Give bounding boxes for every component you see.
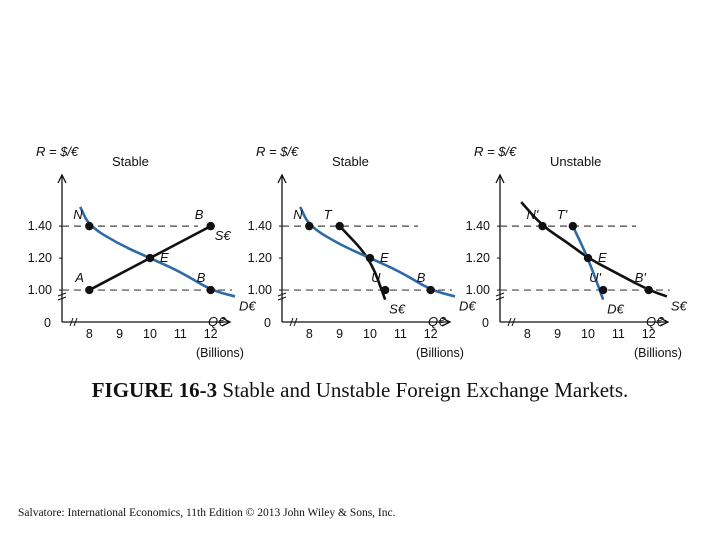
x-tick-label: 11: [612, 327, 625, 341]
chart-panel-3: R = $/€ Unstable (Billions) Q€ 0 8 9 10 11 12 1.40…: [466, 144, 688, 360]
point-label: U': [589, 270, 601, 285]
point-label: B: [197, 270, 206, 285]
point-label: N: [293, 207, 303, 222]
point-n: [85, 221, 94, 231]
chart-panel-2: R = $/€ Stable (Billions) Q€ 0 8 9 10 11 12 1.40 1.…: [248, 144, 477, 360]
point-a: [85, 285, 94, 295]
point-b: [206, 285, 215, 295]
curve-label-demand: D€: [607, 302, 624, 317]
y-axis-break: [495, 292, 505, 301]
origin-label: 0: [482, 316, 489, 330]
y-axis-break: [57, 292, 67, 301]
point-u: [380, 285, 390, 295]
x-tick-label: 10: [143, 327, 157, 341]
point-label: U: [371, 270, 381, 285]
curve-label-demand: D€: [239, 298, 256, 313]
point-e: [145, 253, 155, 263]
x-axis-title: (Billions): [634, 346, 682, 360]
point-n: [305, 221, 314, 231]
credit-line: Salvatore: International Economics, 11th…: [18, 507, 396, 519]
x-axis-title: (Billions): [416, 346, 464, 360]
point-label: T: [324, 207, 333, 222]
x-tick-label: 8: [306, 327, 313, 341]
y-tick-label: 1.40: [466, 219, 490, 233]
x-axis-title: (Billions): [196, 346, 244, 360]
x-tick-label: 8: [86, 327, 93, 341]
chart-panel-1: R = $/€ Stable (Billions) Q€ 0 8 9 10 11 12 1.40 1.…: [28, 144, 257, 360]
caption-text: Stable and Unstable Foreign Exchange Mar…: [222, 378, 629, 402]
y-axis-arrow: [495, 173, 505, 184]
point-label: E: [598, 250, 607, 265]
x-axis-arrow: [659, 317, 670, 327]
y-axis-break: [277, 292, 287, 301]
curve-label-supply: S€: [671, 298, 688, 313]
point-label: B: [417, 270, 426, 285]
y-tick-label: 1.00: [28, 283, 52, 297]
point-label: E: [380, 250, 389, 265]
point-label: E: [160, 250, 169, 265]
figure-16-3: R = $/€ Stable (Billions) Q€ 0 8 9 10 11 12 1.40 1.…: [28, 144, 688, 360]
y-tick-label: 1.00: [248, 283, 272, 297]
x-tick-label: 9: [116, 327, 123, 341]
x-axis-break: [289, 317, 298, 327]
caption-number: FIGURE 16-3: [91, 378, 218, 402]
x-axis-arrow: [441, 317, 452, 327]
x-axis-label: Q€: [646, 314, 664, 329]
point-t: [335, 221, 344, 231]
panel-title: Unstable: [550, 154, 601, 169]
curve-label-demand: D€: [459, 298, 476, 313]
x-tick-label: 12: [642, 327, 656, 341]
point-label: A: [74, 270, 84, 285]
x-axis-arrow: [221, 317, 232, 327]
x-tick-label: 11: [174, 327, 187, 341]
y-axis-title: R = $/€: [36, 144, 79, 159]
x-axis-label: Q€: [208, 314, 226, 329]
y-tick-label: 1.20: [28, 251, 52, 265]
x-tick-label: 8: [524, 327, 531, 341]
point-bprime: [644, 285, 653, 295]
point-label: T': [557, 207, 568, 222]
point-b: [206, 221, 215, 231]
y-axis-title: R = $/€: [256, 144, 299, 159]
x-tick-label: 11: [394, 327, 407, 341]
point-tprime: [568, 221, 578, 231]
x-axis-break: [69, 317, 78, 327]
x-tick-label: 9: [554, 327, 561, 341]
point-label: N: [73, 207, 83, 222]
point-label: N': [526, 207, 538, 222]
point-nprime: [538, 221, 547, 231]
point-e: [365, 253, 375, 263]
x-tick-label: 9: [336, 327, 343, 341]
y-tick-label: 1.20: [466, 251, 490, 265]
origin-label: 0: [264, 316, 271, 330]
y-tick-label: 1.40: [28, 219, 52, 233]
point-b: [426, 285, 435, 295]
curve-label-supply: S€: [389, 302, 406, 317]
point-uprime: [598, 285, 608, 295]
x-tick-label: 10: [363, 327, 377, 341]
point-e: [583, 253, 593, 263]
x-tick-label: 10: [581, 327, 595, 341]
origin-label: 0: [44, 316, 51, 330]
x-axis-label: Q€: [428, 314, 446, 329]
y-tick-label: 1.20: [248, 251, 272, 265]
x-tick-label: 12: [424, 327, 438, 341]
y-tick-label: 1.00: [466, 283, 490, 297]
panel-title: Stable: [112, 154, 149, 169]
point-label: B: [195, 207, 204, 222]
y-axis-arrow: [277, 173, 287, 184]
y-tick-label: 1.40: [248, 219, 272, 233]
point-label: B': [635, 270, 647, 285]
y-axis-arrow: [57, 173, 67, 184]
panel-title: Stable: [332, 154, 369, 169]
x-axis-break: [507, 317, 516, 327]
curve-label-supply: S€: [215, 228, 232, 243]
figure-caption: FIGURE 16-3 Stable and Unstable Foreign …: [0, 378, 720, 403]
x-tick-label: 12: [204, 327, 218, 341]
y-axis-title: R = $/€: [474, 144, 517, 159]
